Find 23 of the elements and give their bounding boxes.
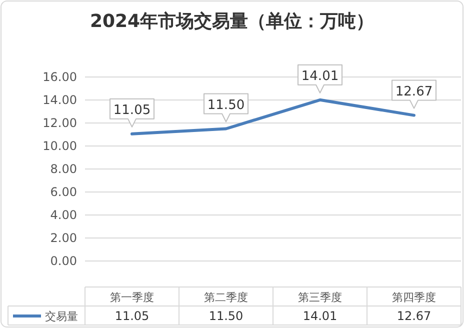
y-tick-label: 10.00 [42,139,77,153]
legend-label: 交易量 [45,310,78,323]
y-tick-label: 6.00 [50,185,77,199]
data-label: 11.05 [114,309,150,323]
x-tick-label: 第三季度 [298,291,342,304]
chart-title: 2024年市场交易量（单位：万吨） [90,11,374,32]
x-tick-label: 第四季度 [392,291,436,304]
y-tick-label: 0.00 [50,254,77,268]
y-tick-label: 8.00 [50,162,77,176]
y-tick-label: 4.00 [50,208,77,222]
x-tick-label: 第二季度 [204,291,248,304]
text: 11.50 [207,98,245,113]
text: 11.05 [113,102,151,118]
y-tick-label: 14.00 [42,93,77,107]
y-tick-label: 2.00 [50,231,77,245]
x-tick-label: 第一季度 [110,291,154,304]
y-tick-label: 12.00 [42,116,77,130]
data-label: 14.01 [302,309,338,323]
data-label: 12.67 [396,309,432,323]
data-label: 11.50 [208,309,244,323]
text: 14.01 [301,68,339,84]
y-tick-label: 16.00 [42,70,77,84]
text: 12.67 [395,84,433,100]
